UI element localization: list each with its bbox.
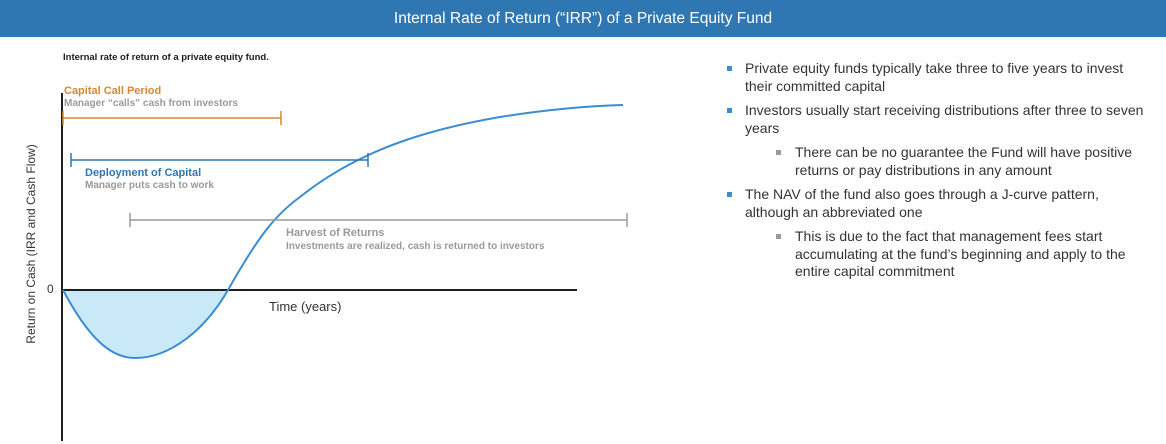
negative-return-area (63, 290, 228, 358)
page-title-bar: Internal Rate of Return (“IRR”) of a Pri… (0, 0, 1166, 37)
capital-call-bracket (62, 111, 282, 125)
sub-bullet-text: There can be no guarantee the Fund will … (795, 144, 1132, 178)
bullet-text: Private equity funds typically take thre… (745, 60, 1124, 94)
bullet-text: The NAV of the fund also goes through a … (745, 186, 1099, 220)
harvest-title: Harvest of Returns (286, 227, 385, 239)
harvest-subtitle: Investments are realized, cash is return… (286, 241, 545, 252)
bullet-item: The NAV of the fund also goes through a … (727, 186, 1147, 221)
sub-bullet-marker (776, 150, 781, 155)
sub-bullet-item: This is due to the fact that management … (727, 228, 1147, 281)
deployment-bracket (70, 153, 369, 167)
zero-tick-label: 0 (47, 282, 54, 296)
j-curve-diagram: Internal rate of return of a private equ… (0, 37, 700, 444)
y-axis-label: Return on Cash (IRR and Cash Flow) (24, 144, 38, 344)
deployment-title: Deployment of Capital (85, 167, 202, 179)
deployment-subtitle: Manager puts cash to work (85, 180, 214, 191)
j-curve-svg (61, 93, 628, 441)
sub-bullet-marker (776, 234, 781, 239)
capital-call-title: Capital Call Period (64, 85, 162, 97)
bullet-marker (727, 192, 732, 197)
diagram-subtitle: Internal rate of return of a private equ… (63, 52, 269, 63)
bullet-item: Private equity funds typically take thre… (727, 60, 1147, 95)
bullet-marker (727, 108, 732, 113)
sub-bullet-text: This is due to the fact that management … (795, 228, 1126, 279)
page-title: Internal Rate of Return (“IRR”) of a Pri… (393, 9, 773, 27)
x-axis-label: Time (years) (269, 299, 342, 314)
harvest-bracket (129, 213, 628, 227)
capital-call-subtitle: Manager “calls” cash from investors (64, 98, 238, 109)
bullet-list: Private equity funds typically take thre… (727, 60, 1147, 288)
bullet-text: Investors usually start receiving distri… (745, 102, 1144, 136)
sub-bullet-item: There can be no guarantee the Fund will … (727, 144, 1147, 179)
bullet-item: Investors usually start receiving distri… (727, 102, 1147, 137)
j-curve-line (62, 104, 624, 360)
bullet-marker (727, 66, 732, 71)
